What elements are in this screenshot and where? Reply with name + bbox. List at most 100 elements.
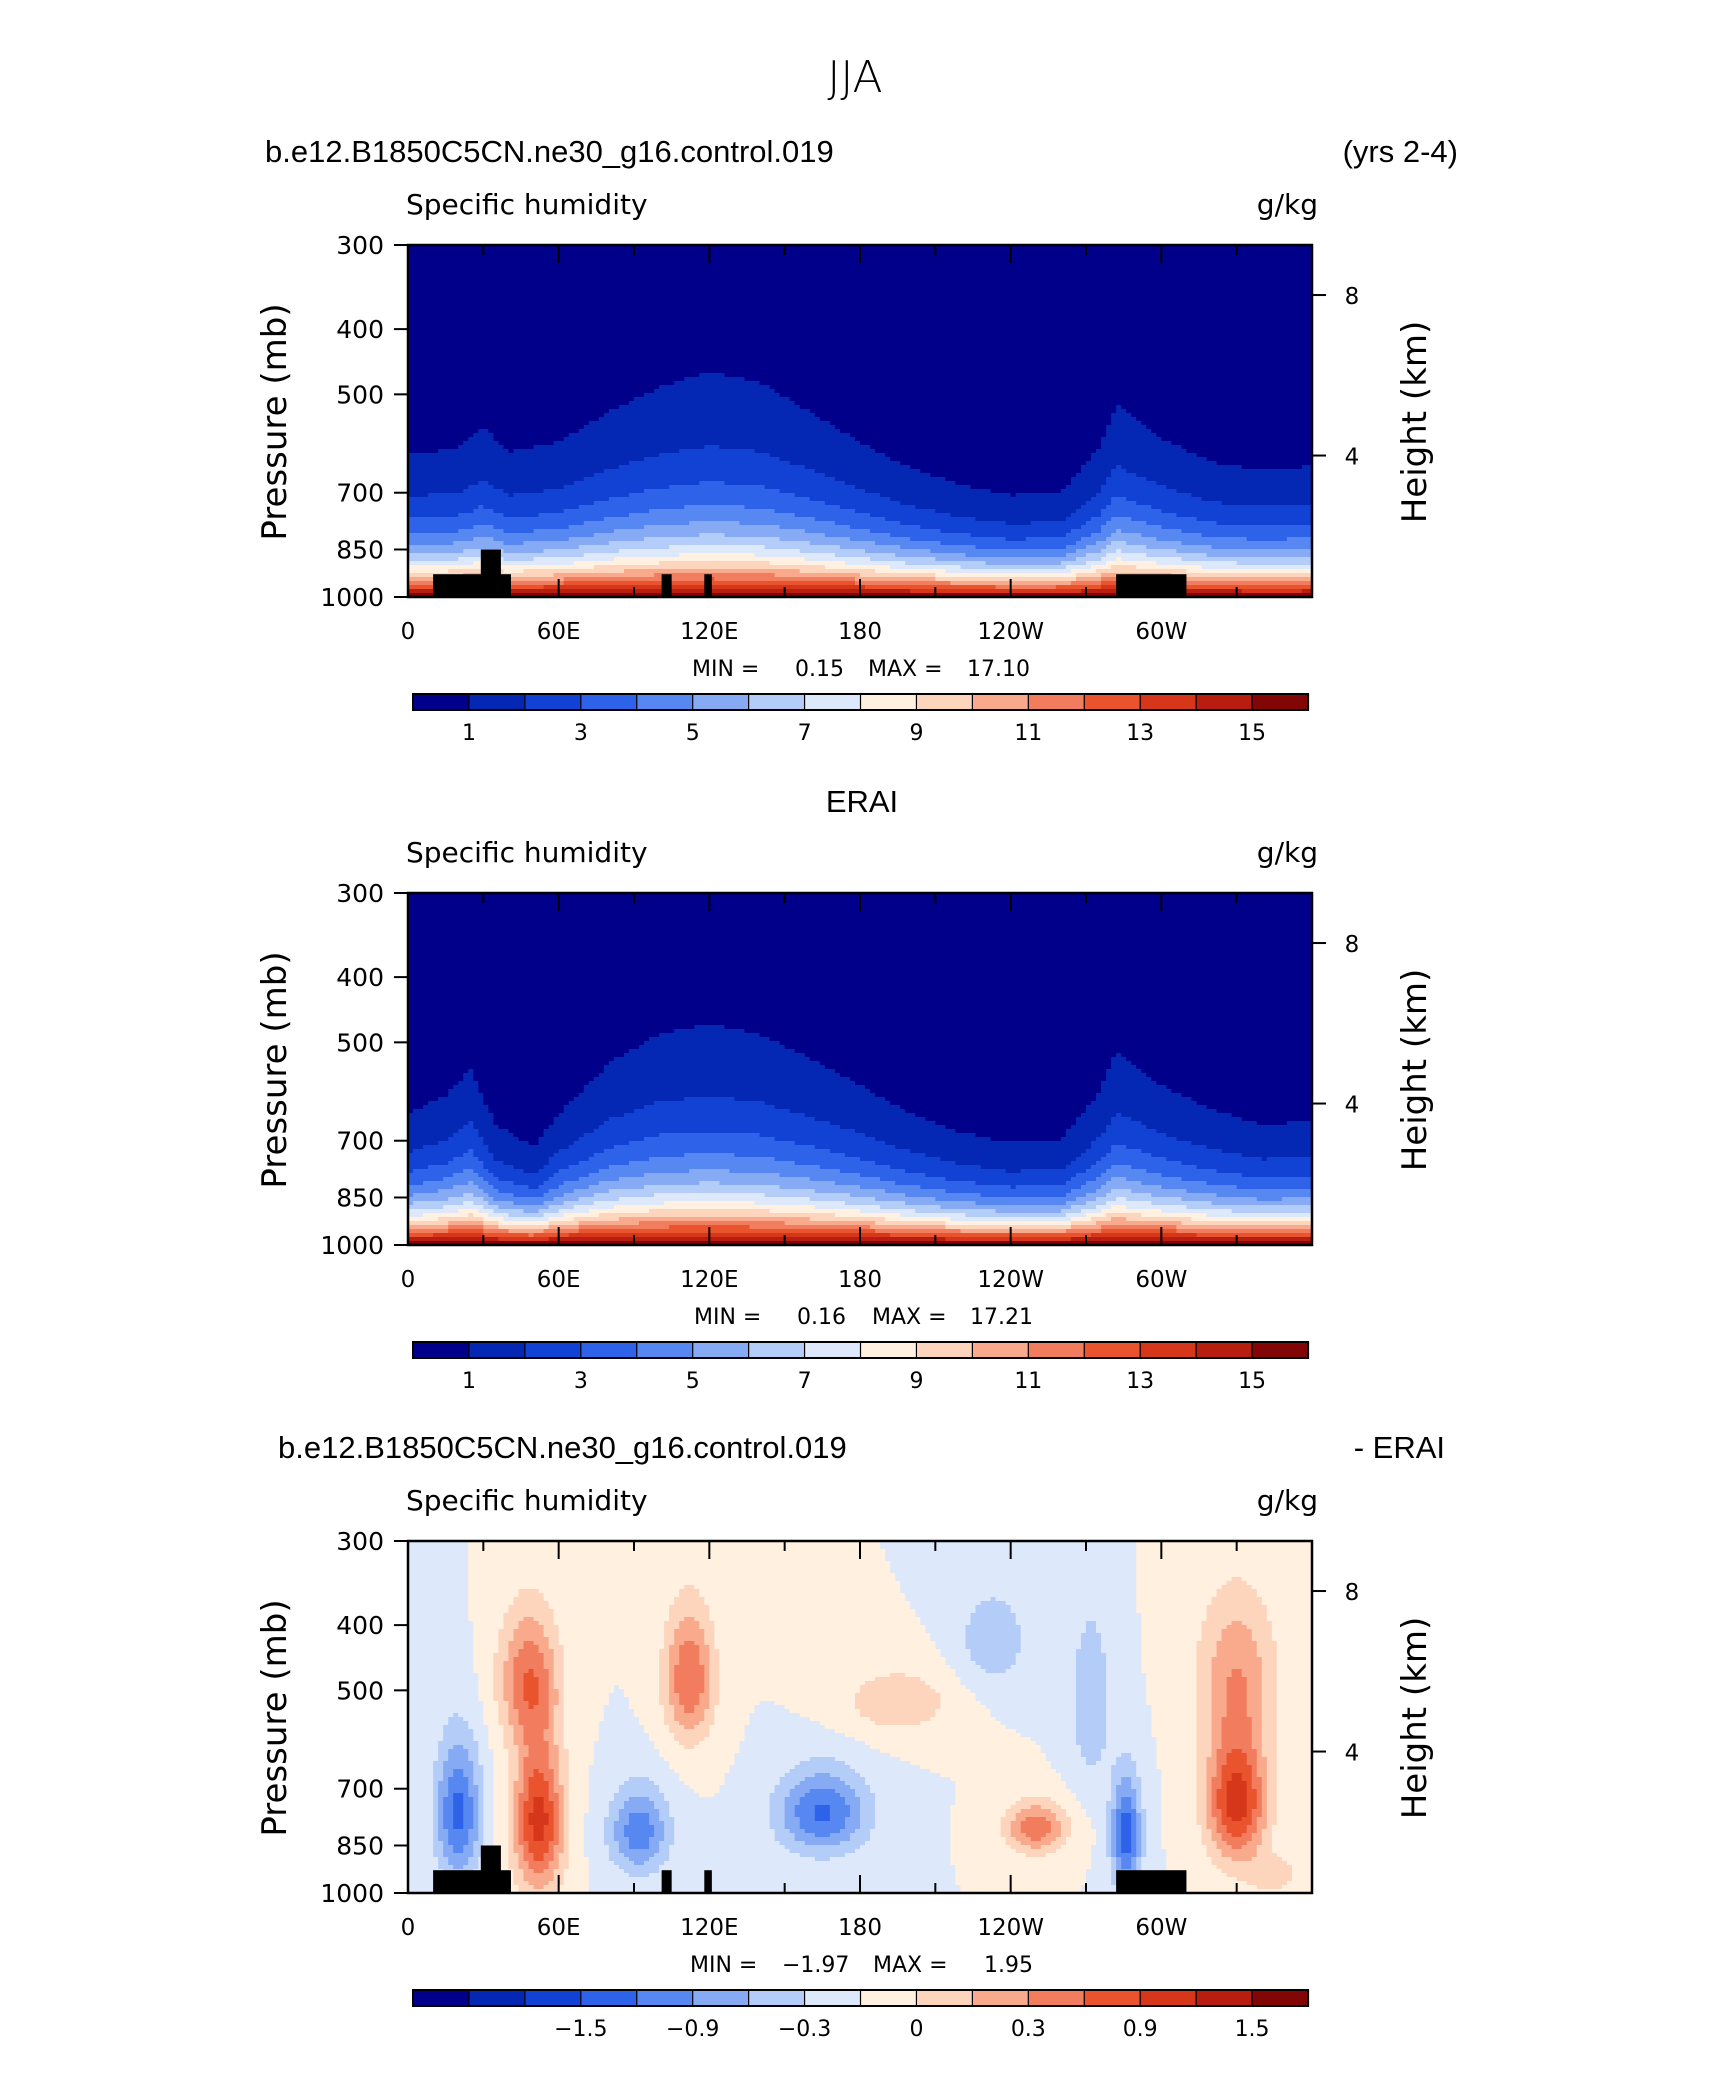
contour-cell xyxy=(408,369,1313,374)
contour-cell xyxy=(1121,1817,1132,1822)
contour-cell xyxy=(558,1641,665,1646)
contour-cell xyxy=(508,1701,515,1706)
contour-cell xyxy=(1251,1777,1263,1782)
contour-cell xyxy=(408,1665,474,1670)
contour-cell xyxy=(583,1849,610,1854)
contour-cell xyxy=(1005,1725,1077,1730)
contour-cell xyxy=(1096,1197,1117,1202)
contour-cell xyxy=(679,553,756,558)
contour-cell xyxy=(553,441,861,446)
contour-cell xyxy=(945,1225,1072,1230)
contour-cell xyxy=(553,1869,565,1874)
contour-cell xyxy=(1161,1825,1203,1830)
contour-cell xyxy=(408,293,1313,298)
contour-cell xyxy=(408,1861,439,1866)
contour-cell xyxy=(1075,1681,1107,1686)
contour-cell xyxy=(754,1201,846,1206)
contour-cell xyxy=(1136,1605,1208,1610)
contour-cell xyxy=(563,1693,610,1698)
contour-cell xyxy=(1251,1585,1313,1590)
contour-cell xyxy=(1226,1689,1248,1694)
contour-cell xyxy=(779,1781,801,1786)
contour-cell xyxy=(438,1097,484,1102)
contour-cell xyxy=(1166,1133,1313,1138)
contour-cell xyxy=(553,1661,565,1666)
contour-cell xyxy=(443,1761,474,1766)
contour-cell xyxy=(699,373,725,378)
contour-cell xyxy=(513,1705,530,1710)
contour-cell xyxy=(408,1669,474,1674)
contour-cell xyxy=(1256,1789,1263,1794)
contour-cell xyxy=(433,1833,439,1838)
contour-cell xyxy=(493,1693,505,1698)
colorbar-box xyxy=(803,1341,862,1359)
contour-cell xyxy=(1206,1765,1218,1770)
panel-model-max-label: MAX = xyxy=(868,657,943,682)
contour-cell xyxy=(543,1129,595,1134)
contour-cell xyxy=(598,1729,645,1734)
contour-cell xyxy=(1096,1621,1142,1626)
contour-cell xyxy=(608,1701,630,1706)
contour-cell xyxy=(1126,1057,1313,1062)
contour-cell xyxy=(1251,1629,1273,1634)
contour-cell xyxy=(674,1733,710,1738)
contour-cell xyxy=(408,949,1313,954)
contour-cell xyxy=(1146,1689,1198,1694)
contour-cell xyxy=(814,1117,926,1122)
contour-cell xyxy=(950,1809,1007,1814)
contour-cell xyxy=(503,1729,515,1734)
contour-cell xyxy=(1261,1697,1278,1702)
contour-cell xyxy=(1111,1121,1142,1126)
contour-cell xyxy=(910,589,1082,594)
contour-cell xyxy=(1261,1833,1273,1838)
contour-cell xyxy=(684,505,746,510)
contour-cell xyxy=(1166,1877,1238,1882)
contour-cell xyxy=(854,1793,876,1798)
contour-cell xyxy=(1226,1805,1248,1810)
contour-cell xyxy=(518,1813,525,1818)
contour-cell xyxy=(493,581,565,586)
contour-cell xyxy=(1261,1685,1278,1690)
contour-cell xyxy=(543,1657,555,1662)
contour-cell xyxy=(1156,481,1313,486)
contour-cell xyxy=(493,1769,510,1774)
contour-cell xyxy=(533,1801,545,1806)
contour-cell xyxy=(1096,1189,1112,1194)
contour-cell xyxy=(628,1049,796,1054)
contour-cell xyxy=(1111,1857,1117,1862)
contour-cell xyxy=(408,481,479,486)
contour-cell xyxy=(408,1597,469,1602)
contour-cell xyxy=(553,1705,565,1710)
contour-cell xyxy=(644,1137,776,1142)
contour-cell xyxy=(513,1881,530,1886)
contour-cell xyxy=(423,1145,489,1150)
contour-cell xyxy=(854,577,936,582)
contour-cell xyxy=(1126,1145,1208,1150)
contour-cell xyxy=(1111,1205,1127,1210)
contour-cell xyxy=(553,1681,565,1686)
contour-cell xyxy=(428,493,510,498)
contour-cell xyxy=(860,1709,936,1714)
contour-cell xyxy=(508,1825,515,1830)
contour-cell xyxy=(925,1117,1077,1122)
contour-cell xyxy=(433,1797,439,1802)
contour-cell xyxy=(538,1677,550,1682)
contour-cell xyxy=(478,1185,494,1190)
contour-cell xyxy=(503,1621,520,1626)
contour-cell xyxy=(503,1217,550,1222)
contour-cell xyxy=(518,1649,540,1654)
contour-cell xyxy=(548,1817,555,1822)
y-tick-label-right: 8 xyxy=(1345,932,1360,958)
contour-cell xyxy=(1106,1725,1152,1730)
contour-cell xyxy=(483,1205,499,1210)
contour-cell xyxy=(669,1697,680,1702)
contour-cell xyxy=(1010,1609,1137,1614)
contour-cell xyxy=(804,1777,841,1782)
contour-cell xyxy=(583,1089,871,1094)
contour-cell xyxy=(453,1157,479,1162)
contour-cell xyxy=(408,537,474,542)
contour-cell xyxy=(503,569,525,574)
contour-cell xyxy=(1141,1785,1162,1790)
contour-cell xyxy=(1065,485,1102,490)
contour-cell xyxy=(1121,465,1243,470)
